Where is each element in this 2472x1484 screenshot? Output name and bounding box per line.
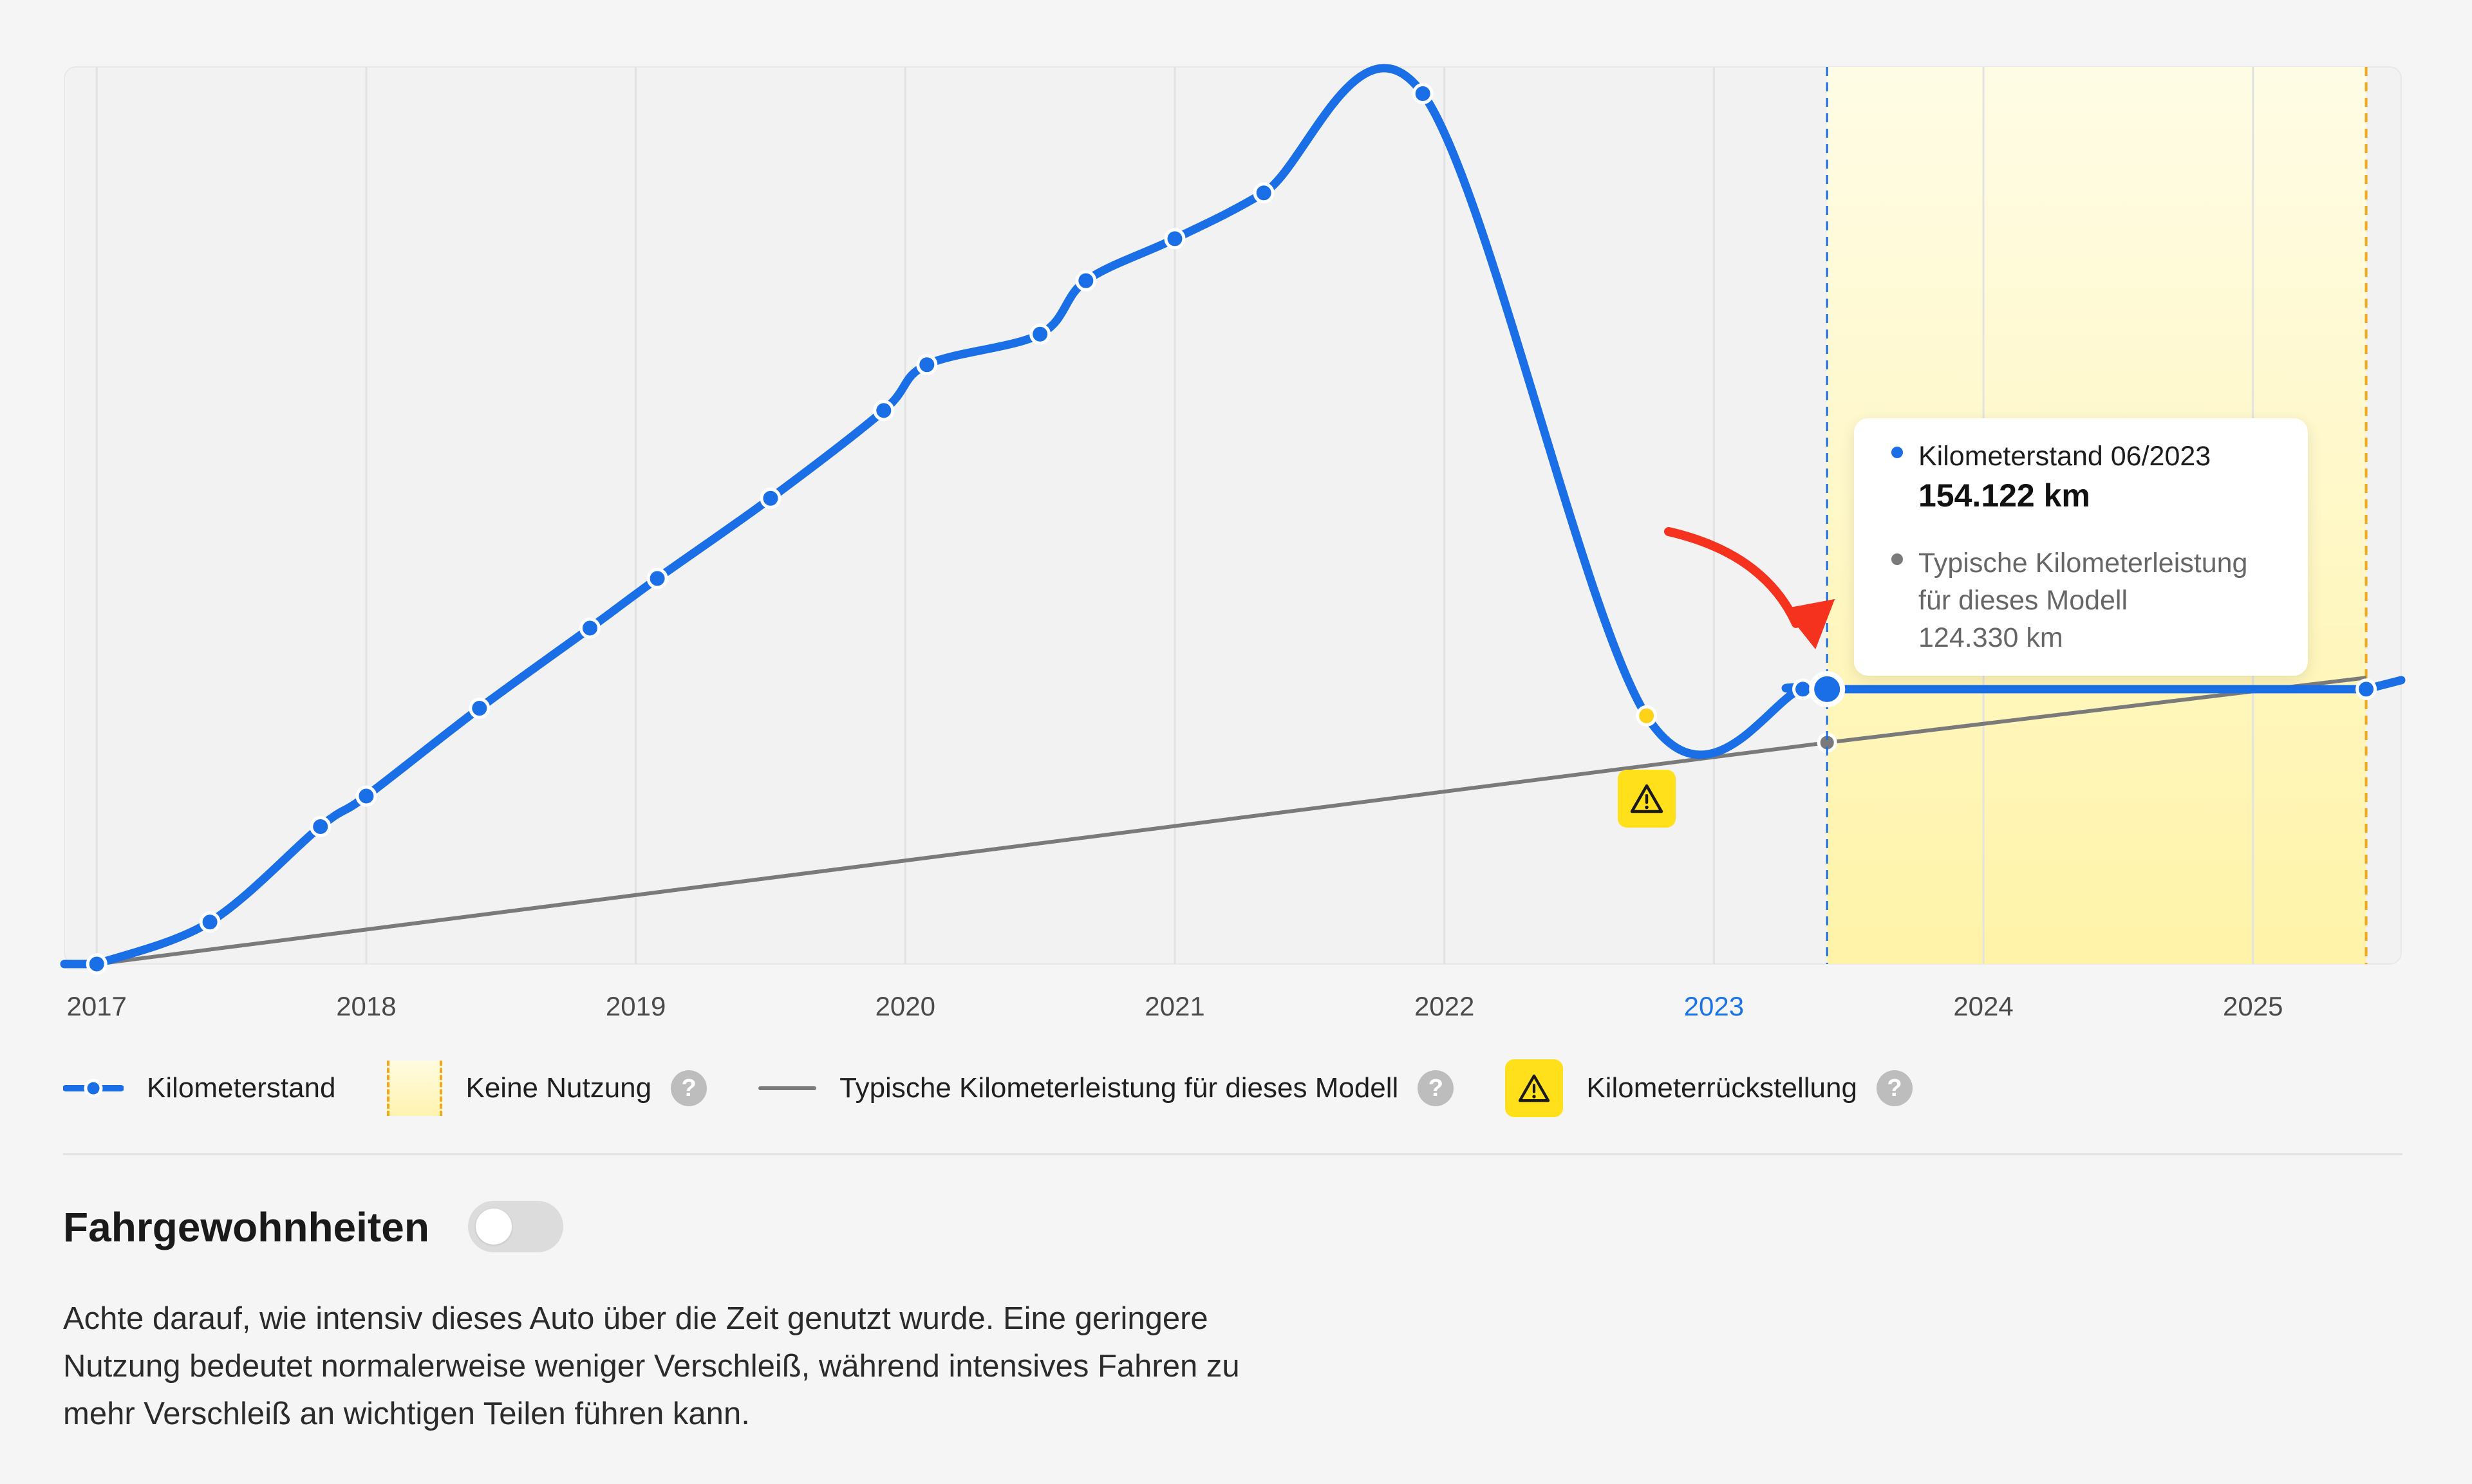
data-point: [1029, 323, 1051, 345]
annotation-arrow-head: [1783, 598, 1835, 649]
no-usage-swatch: [387, 1061, 443, 1116]
data-point: [579, 617, 601, 639]
data-point: [199, 911, 221, 933]
section-title: Fahrgewohnheiten: [63, 1204, 429, 1250]
x-tick-label: 2023: [1684, 991, 1744, 1021]
annotation-arrow-shaft: [1664, 527, 1801, 628]
legend-item-no-usage: Keine Nutzung ?: [387, 1061, 707, 1116]
toggle-knob: [476, 1209, 512, 1245]
data-point: [873, 400, 895, 422]
rollback-warning-badge[interactable]: [1617, 770, 1676, 828]
tooltip-mileage-dot: [1891, 447, 1903, 458]
help-icon[interactable]: ?: [1876, 1070, 1913, 1106]
legend-item-mileage: Kilometerstand: [63, 1072, 335, 1104]
data-point: [469, 698, 491, 719]
tooltip-typical-label-1: Typische Kilometerleistung: [1918, 548, 2248, 579]
x-tick-label: 2024: [1953, 991, 2013, 1021]
tooltip-title: Kilometerstand 06/2023: [1918, 441, 2211, 472]
data-point: [1164, 228, 1186, 250]
tooltip-typical-label-2: für dieses Modell: [1918, 585, 2128, 616]
legend-item-rollback: Kilometerrückstellung ?: [1505, 1059, 1913, 1117]
help-icon[interactable]: ?: [671, 1070, 707, 1106]
section-divider: [63, 1153, 2402, 1155]
data-point: [86, 953, 108, 975]
legend-label-mileage: Kilometerstand: [147, 1072, 336, 1104]
legend-label-typical: Typische Kilometerleistung für dieses Mo…: [839, 1072, 1399, 1104]
help-icon[interactable]: ?: [1418, 1070, 1454, 1106]
warning-triangle-icon: [1630, 784, 1663, 813]
x-tick-label: 2022: [1414, 991, 1474, 1021]
x-tick-label: 2018: [336, 991, 396, 1021]
data-point: [646, 568, 668, 589]
data-point: [1253, 182, 1275, 204]
mileage-line-icon: [63, 1079, 124, 1098]
data-point: [355, 785, 377, 807]
data-point: [760, 487, 782, 509]
legend-label-no-usage: Keine Nutzung: [465, 1072, 652, 1104]
chart-legend: Kilometerstand Keine Nutzung ? Typische …: [63, 1059, 1964, 1117]
tooltip-value: 154.122 km: [1918, 478, 2090, 514]
data-point: [1075, 270, 1097, 292]
x-tick-label: 2019: [606, 991, 666, 1021]
data-point: [1412, 83, 1434, 105]
tooltip-typical-dot: [1891, 553, 1903, 565]
tooltip-typical-value: 124.330 km: [1918, 622, 2063, 653]
x-tick-label: 2021: [1145, 991, 1204, 1021]
rollback-swatch: [1505, 1059, 1564, 1117]
driving-habits-toggle[interactable]: [468, 1201, 563, 1252]
data-tooltip: Kilometerstand 06/2023 154.122 km Typisc…: [1854, 418, 2308, 676]
x-tick-label: 2017: [67, 991, 127, 1021]
x-tick-label: 2025: [2223, 991, 2283, 1021]
data-point: [2355, 678, 2377, 700]
rollback-data-point: [1636, 705, 1658, 727]
typical-line-swatch: [758, 1086, 817, 1090]
data-point: [310, 815, 332, 837]
warning-triangle-icon: [1519, 1074, 1550, 1102]
selected-data-point: [1809, 671, 1846, 707]
section-description: Achte darauf, wie intensiv dieses Auto ü…: [63, 1301, 1240, 1431]
legend-item-typical: Typische Kilometerleistung für dieses Mo…: [758, 1070, 1454, 1106]
legend-label-rollback: Kilometerrückstellung: [1586, 1072, 1857, 1104]
plot-background: [64, 66, 2402, 965]
mileage-line: [92, 64, 2371, 969]
data-point: [916, 354, 938, 376]
x-tick-label: 2020: [876, 991, 935, 1021]
